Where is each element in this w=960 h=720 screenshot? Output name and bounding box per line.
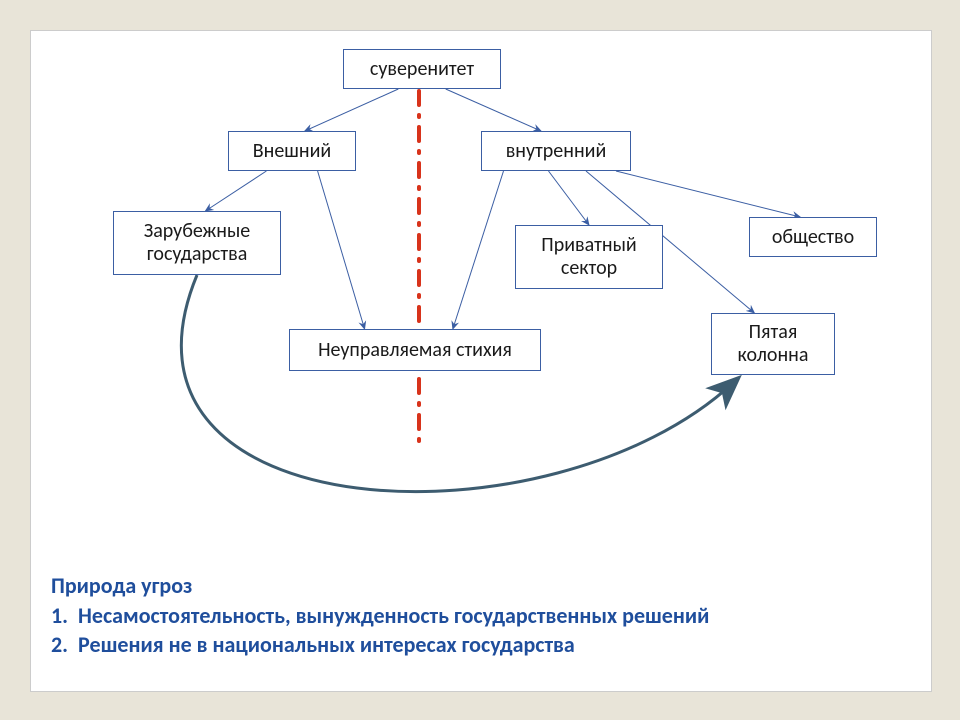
edge-ext-foreign [205, 171, 266, 211]
slide-canvas: суверенитет Внешний внутренний Зарубежные г… [30, 30, 932, 692]
edge-int-private [549, 171, 590, 225]
edge-root-ext [305, 89, 399, 131]
footer-block: Природа угроз 1. Несамостоятельность, вы… [51, 571, 709, 660]
edge-int-chaos [453, 171, 504, 329]
footer-item-1: 1. Несамостоятельность, вынужденность го… [51, 601, 709, 631]
edge-root-int [446, 89, 541, 131]
node-society: общество [749, 217, 877, 257]
node-private: Приватный сектор [515, 225, 663, 289]
node-foreign: Зарубежные государства [113, 211, 281, 275]
node-ext: Внешний [228, 131, 356, 171]
edge-ext-chaos [318, 171, 365, 329]
edge-int-society [616, 171, 800, 217]
node-fifth: Пятая колонна [711, 313, 835, 375]
node-chaos: Неуправляемая стихия [289, 329, 541, 371]
node-int: внутренний [481, 131, 631, 171]
node-root: суверенитет [343, 49, 501, 89]
footer-heading: Природа угроз [51, 571, 709, 601]
curved-edge-foreign-fifth [181, 275, 733, 492]
footer-item-2: 2. Решения не в национальных интересах г… [51, 630, 709, 660]
